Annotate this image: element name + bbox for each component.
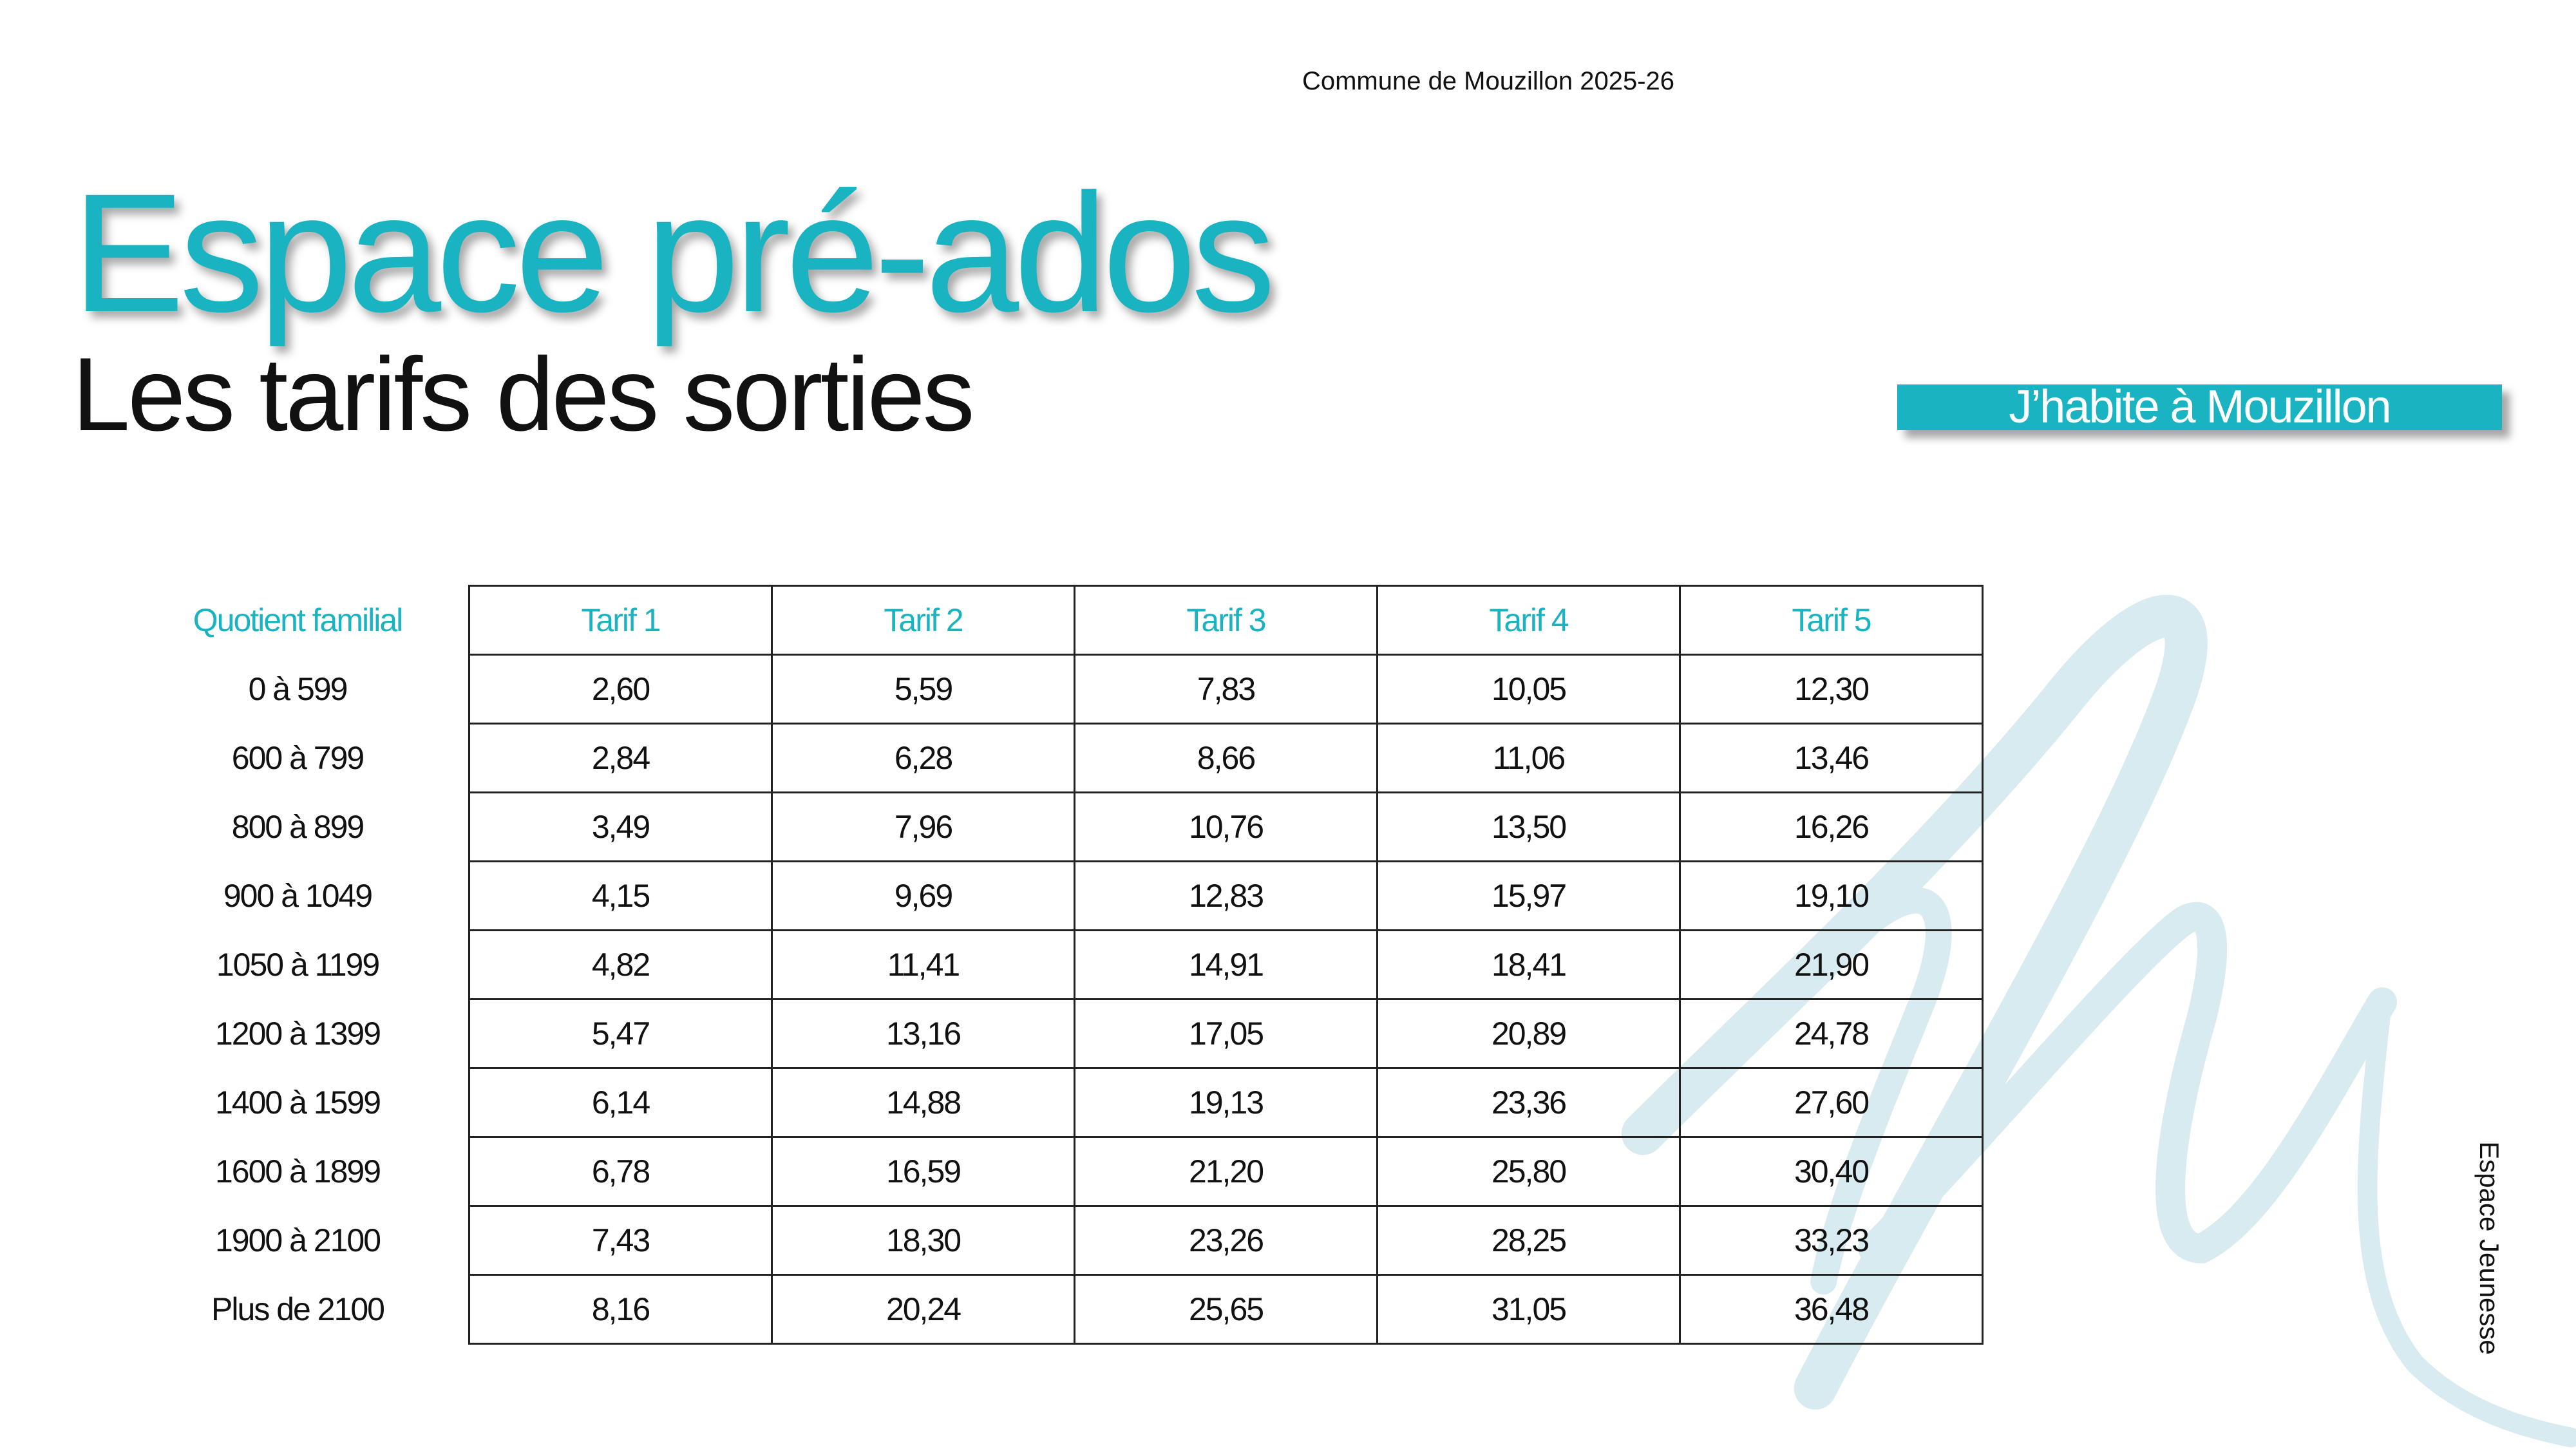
table-row: 1050 à 1199 4,82 11,41 14,91 18,41 21,90: [127, 929, 1984, 1000]
price-cell: 11,41: [771, 929, 1075, 1000]
table-row: 1200 à 1399 5,47 13,16 17,05 20,89 24,78: [127, 998, 1984, 1069]
price-cell: 20,24: [771, 1274, 1075, 1345]
price-cell: 13,46: [1679, 723, 1984, 793]
column-header: Tarif 5: [1679, 585, 1984, 656]
table-row: 1900 à 2100 7,43 18,30 23,26 28,25 33,23: [127, 1205, 1984, 1276]
price-cell: 4,82: [468, 929, 773, 1000]
row-label: Plus de 2100: [211, 1291, 385, 1327]
badge: J’habite à Mouzillon: [1897, 384, 2502, 430]
column-header: Quotient familial: [193, 602, 403, 638]
row-label: 800 à 899: [231, 809, 365, 845]
price-cell: 6,78: [468, 1136, 773, 1207]
price-cell: 12,30: [1679, 654, 1984, 724]
price-cell: 19,13: [1074, 1067, 1378, 1138]
table-row: 600 à 799 2,84 6,28 8,66 11,06 13,46: [127, 723, 1984, 793]
header-row: Quotient familial Tarif 1 Tarif 2 Tarif 3 Ta…: [127, 585, 1984, 656]
price-cell: 20,89: [1376, 998, 1681, 1069]
row-label: 1050 à 1199: [216, 947, 380, 983]
price-cell: 21,90: [1679, 929, 1984, 1000]
price-cell: 4,15: [468, 860, 773, 931]
row-label: 1200 à 1399: [214, 1016, 381, 1052]
subtitle: Les tarifs des sorties: [72, 336, 975, 453]
price-cell: 14,91: [1074, 929, 1378, 1000]
price-cell: 27,60: [1679, 1067, 1984, 1138]
price-cell: 21,20: [1074, 1136, 1378, 1207]
price-cell: 25,65: [1074, 1274, 1378, 1345]
row-label: 1900 à 2100: [214, 1222, 381, 1258]
row-label: 1400 à 1599: [214, 1084, 381, 1121]
price-cell: 30,40: [1679, 1136, 1984, 1207]
price-cell: 28,25: [1376, 1205, 1681, 1276]
price-cell: 5,47: [468, 998, 773, 1069]
header: Commune de Mouzillon 2025-26: [1302, 67, 1675, 95]
price-cell: 13,50: [1376, 791, 1681, 862]
price-cell: 7,43: [468, 1205, 773, 1276]
price-cell: 25,80: [1376, 1136, 1681, 1207]
price-cell: 23,26: [1074, 1205, 1378, 1276]
price-cell: 5,59: [771, 654, 1075, 724]
table-row: 1400 à 1599 6,14 14,88 19,13 23,36 27,60: [127, 1067, 1984, 1138]
price-table: Quotient familial Tarif 1 Tarif 2 Tarif 3 Ta…: [127, 585, 1984, 1345]
price-cell: 23,36: [1376, 1067, 1681, 1138]
price-cell: 6,28: [771, 723, 1075, 793]
side-label: Espace Jeunesse: [2474, 1141, 2505, 1355]
row-label: 600 à 799: [231, 740, 365, 776]
table-row: 0 à 599 2,60 5,59 7,83 10,05 12,30: [127, 654, 1984, 724]
price-cell: 14,88: [771, 1067, 1075, 1138]
price-cell: 15,97: [1376, 860, 1681, 931]
price-cell: 7,96: [771, 791, 1075, 862]
price-cell: 24,78: [1679, 998, 1984, 1069]
price-cell: 31,05: [1376, 1274, 1681, 1345]
table-row: 1600 à 1899 6,78 16,59 21,20 25,80 30,40: [127, 1136, 1984, 1207]
price-cell: 8,16: [468, 1274, 773, 1345]
price-cell: 17,05: [1074, 998, 1378, 1069]
price-cell: 6,14: [468, 1067, 773, 1138]
table-row: 800 à 899 3,49 7,96 10,76 13,50 16,26: [127, 791, 1984, 862]
price-cell: 3,49: [468, 791, 773, 862]
price-cell: 33,23: [1679, 1205, 1984, 1276]
title: Espace pré-ados: [72, 158, 1276, 347]
price-cell: 16,26: [1679, 791, 1984, 862]
price-cell: 18,30: [771, 1205, 1075, 1276]
price-cell: 9,69: [771, 860, 1075, 931]
price-cell: 16,59: [771, 1136, 1075, 1207]
price-cell: 18,41: [1376, 929, 1681, 1000]
price-cell: 13,16: [771, 998, 1075, 1069]
row-label: 1600 à 1899: [214, 1153, 381, 1189]
column-header: Tarif 4: [1376, 585, 1681, 656]
price-cell: 19,10: [1679, 860, 1984, 931]
row-label: 900 à 1049: [223, 878, 373, 914]
column-header: Tarif 1: [468, 585, 773, 656]
price-cell: 2,84: [468, 723, 773, 793]
price-cell: 10,05: [1376, 654, 1681, 724]
price-cell: 11,06: [1376, 723, 1681, 793]
column-header: Tarif 2: [771, 585, 1075, 656]
column-header: Tarif 3: [1074, 585, 1378, 656]
table-row: Plus de 2100 8,16 20,24 25,65 31,05 36,48: [127, 1274, 1984, 1345]
price-cell: 8,66: [1074, 723, 1378, 793]
table-row: 900 à 1049 4,15 9,69 12,83 15,97 19,10: [127, 860, 1984, 931]
price-cell: 2,60: [468, 654, 773, 724]
row-label: 0 à 599: [248, 671, 348, 707]
price-cell: 7,83: [1074, 654, 1378, 724]
price-cell: 12,83: [1074, 860, 1378, 931]
price-cell: 10,76: [1074, 791, 1378, 862]
price-cell: 36,48: [1679, 1274, 1984, 1345]
